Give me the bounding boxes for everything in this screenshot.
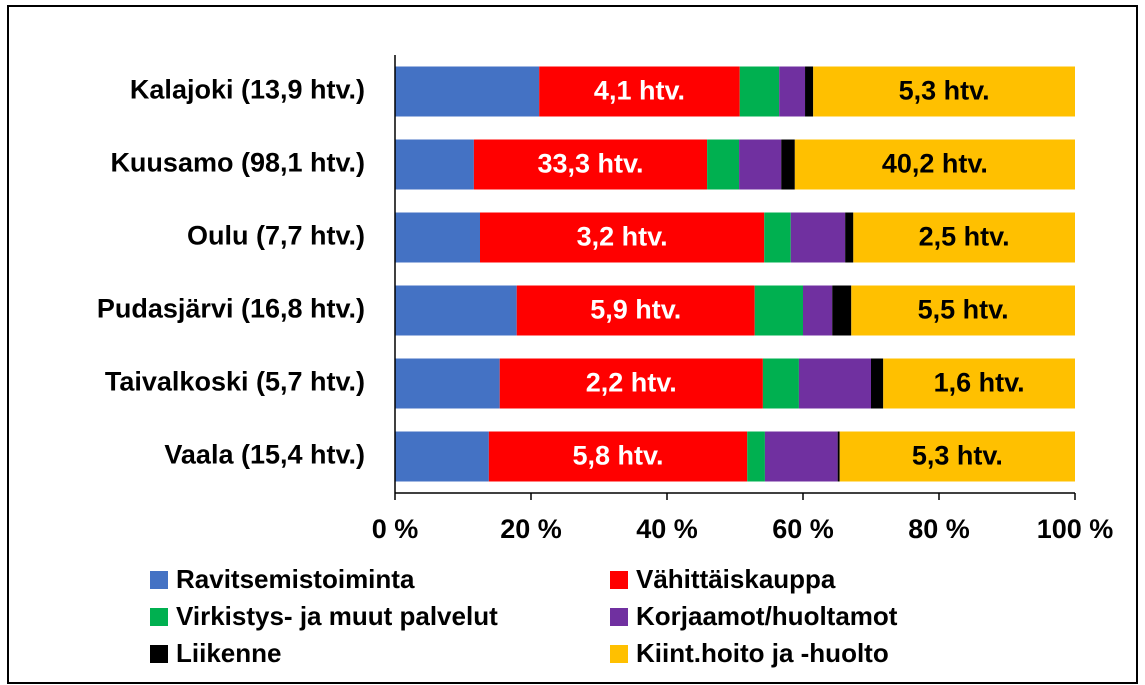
bar-segment xyxy=(707,139,740,190)
data-label: 1,6 htv. xyxy=(934,368,1025,398)
y-tick-label: Pudasjärvi (16,8 htv.) xyxy=(97,294,365,324)
legend-label: Kiint.hoito ja -huolto xyxy=(636,638,889,668)
legend-swatch xyxy=(150,608,168,626)
x-tick-label: 100 % xyxy=(1037,514,1114,544)
bar-segment xyxy=(754,285,803,336)
bar-segment xyxy=(837,431,840,482)
bar-segment xyxy=(747,431,765,482)
bar-segment xyxy=(488,431,748,482)
legend-swatch xyxy=(610,608,628,626)
bar-segment xyxy=(832,285,852,336)
data-label: 2,5 htv. xyxy=(919,222,1010,252)
bar-segment xyxy=(805,66,814,117)
bar-segment xyxy=(539,66,740,117)
y-tick-label: Oulu (7,7 htv.) xyxy=(187,221,365,251)
bar-segment xyxy=(764,431,838,482)
legend-swatch xyxy=(150,571,168,589)
data-label: 2,2 htv. xyxy=(586,368,677,398)
legend-label: Ravitsemistoiminta xyxy=(176,564,415,594)
bar-segment xyxy=(395,358,500,409)
bar-segment xyxy=(851,285,1075,336)
bar-segment xyxy=(395,139,474,190)
data-label: 40,2 htv. xyxy=(882,149,988,179)
bar-segment xyxy=(845,212,854,263)
data-label: 33,3 htv. xyxy=(537,149,643,179)
legend-label: Virkistys- ja muut palvelut xyxy=(176,601,498,631)
x-tick-label: 0 % xyxy=(372,514,419,544)
bar-segment xyxy=(803,285,833,336)
data-label: 5,3 htv. xyxy=(899,76,990,106)
bar-segment xyxy=(839,431,1075,482)
y-tick-label: Kalajoki (13,9 htv.) xyxy=(130,75,365,105)
legend-label: Liikenne xyxy=(176,638,281,668)
bar-segment xyxy=(473,139,708,190)
legend-swatch xyxy=(150,645,168,663)
x-tick-label: 60 % xyxy=(772,514,834,544)
data-label: 5,9 htv. xyxy=(590,295,681,325)
data-label: 3,2 htv. xyxy=(577,222,668,252)
bar-segment xyxy=(781,139,795,190)
x-tick-label: 40 % xyxy=(636,514,698,544)
legend-swatch xyxy=(610,645,628,663)
bar-segment xyxy=(395,212,480,263)
bar-segment xyxy=(871,358,884,409)
legend-swatch xyxy=(610,571,628,589)
data-label: 5,5 htv. xyxy=(918,295,1009,325)
bar-segment xyxy=(480,212,765,263)
y-tick-label: Vaala (15,4 htv.) xyxy=(164,440,365,470)
y-tick-label: Taivalkoski (5,7 htv.) xyxy=(105,367,365,397)
bar-segment xyxy=(798,358,871,409)
x-tick-label: 80 % xyxy=(908,514,970,544)
bar-segment xyxy=(883,358,1075,409)
bar-segment xyxy=(395,66,540,117)
bar-segment xyxy=(762,358,799,409)
bar-segment xyxy=(764,212,791,263)
bar-segment xyxy=(739,66,780,117)
x-tick-label: 20 % xyxy=(500,514,562,544)
legend-label: Korjaamot/huoltamot xyxy=(636,601,898,631)
bar-segment xyxy=(813,66,1075,117)
bar-segment xyxy=(739,139,782,190)
legend-label: Vähittäiskauppa xyxy=(636,564,836,594)
bar-segment xyxy=(395,285,517,336)
y-tick-label: Kuusamo (98,1 htv.) xyxy=(110,148,365,178)
bar-segment xyxy=(516,285,755,336)
bar-segment xyxy=(790,212,846,263)
bar-segment xyxy=(499,358,763,409)
bar-segment xyxy=(794,139,1075,190)
chart-frame xyxy=(7,5,1138,684)
data-label: 5,8 htv. xyxy=(573,441,664,471)
bar-segment xyxy=(395,431,489,482)
bar-segment xyxy=(779,66,806,117)
bar-segment xyxy=(853,212,1075,263)
data-label: 4,1 htv. xyxy=(594,76,685,106)
data-label: 5,3 htv. xyxy=(912,441,1003,471)
